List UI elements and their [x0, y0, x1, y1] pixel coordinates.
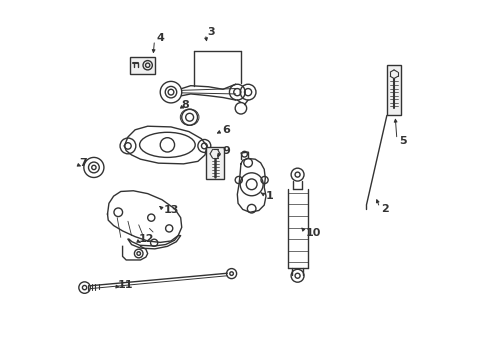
Text: 11: 11: [117, 280, 132, 290]
Bar: [129, 57, 155, 74]
Text: 5: 5: [398, 136, 406, 146]
Bar: [206, 147, 223, 179]
Text: 9: 9: [222, 145, 230, 156]
Text: 1: 1: [265, 191, 272, 201]
Text: 7: 7: [79, 158, 86, 168]
Text: 12: 12: [139, 234, 154, 244]
Text: 2: 2: [381, 204, 388, 215]
Text: 3: 3: [207, 27, 214, 37]
Text: 10: 10: [305, 228, 321, 238]
Text: 6: 6: [222, 125, 230, 135]
Text: 8: 8: [182, 100, 189, 110]
Text: 4: 4: [156, 33, 164, 43]
Bar: [386, 65, 400, 116]
Text: 13: 13: [164, 206, 179, 216]
